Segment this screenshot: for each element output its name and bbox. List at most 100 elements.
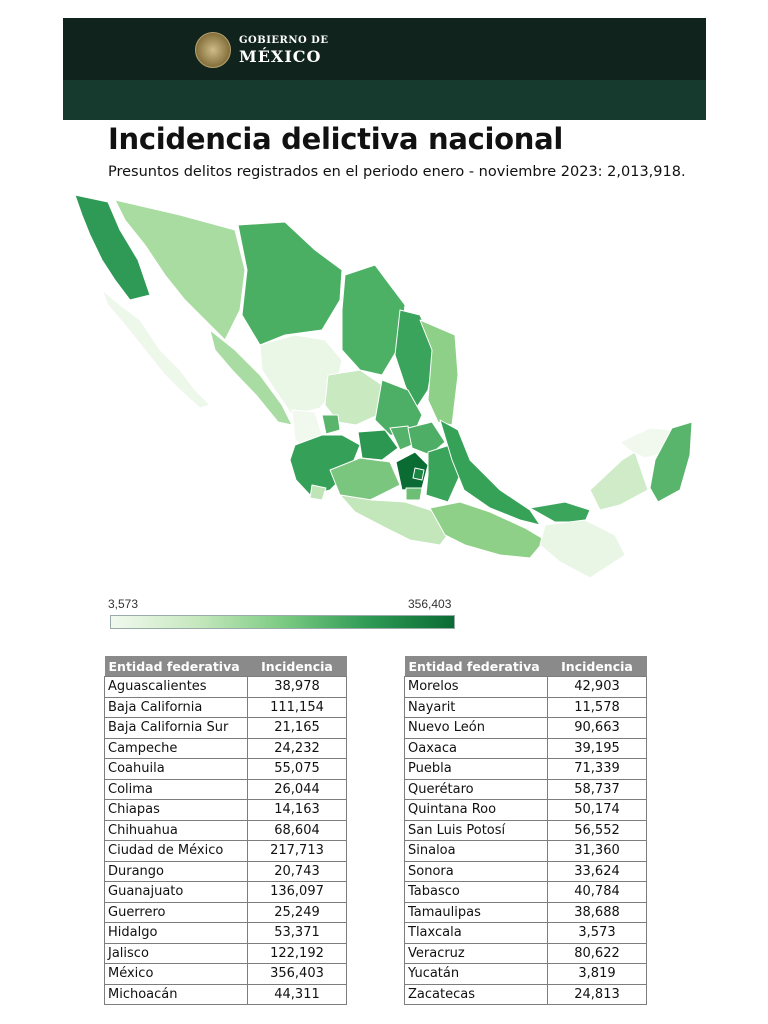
- incidence-value-cell: 136,097: [247, 881, 347, 903]
- table-row: Sonora 33,624: [404, 860, 647, 882]
- state-name-cell: Puebla: [404, 758, 548, 780]
- incidence-value-cell: 38,688: [547, 901, 647, 923]
- state-name-cell: Baja California: [104, 696, 248, 718]
- state-name-cell: Sinaloa: [404, 840, 548, 862]
- incidence-value-cell: 71,339: [547, 758, 647, 780]
- state-name-cell: Zacatecas: [404, 983, 548, 1005]
- legend-min-value: 3,573: [108, 597, 139, 611]
- incidence-value-cell: 3,819: [547, 963, 647, 985]
- incidence-value-cell: 24,813: [547, 983, 647, 1005]
- incidence-value-cell: 122,192: [247, 942, 347, 964]
- incidence-value-cell: 53,371: [247, 922, 347, 944]
- color-scale-bar: [110, 615, 455, 629]
- state-name-cell: Oaxaca: [404, 737, 548, 759]
- incidence-value-cell: 90,663: [547, 717, 647, 739]
- state-name-cell: Jalisco: [104, 942, 248, 964]
- state-name-cell: Querétaro: [404, 778, 548, 800]
- table-row: Colima 26,044: [104, 778, 347, 800]
- table-row: Tamaulipas 38,688: [404, 901, 647, 923]
- state-chiapas[interactable]: [539, 519, 626, 579]
- state-baja-california[interactable]: [74, 194, 151, 301]
- incidence-value-cell: 20,743: [247, 860, 347, 882]
- table-row: Quintana Roo 50,174: [404, 799, 647, 821]
- page-subtitle: Presuntos delitos registrados en el peri…: [108, 164, 686, 180]
- state-aguascalientes[interactable]: [321, 414, 341, 435]
- table-row: Puebla 71,339: [404, 758, 647, 780]
- incidence-value-cell: 21,165: [247, 717, 347, 739]
- incidence-value-cell: 31,360: [547, 840, 647, 862]
- state-name-cell: Coahuila: [104, 758, 248, 780]
- incidence-value-cell: 26,044: [247, 778, 347, 800]
- table-row: Michoacán 44,311: [104, 983, 347, 1005]
- state-name-cell: Tamaulipas: [404, 901, 548, 923]
- legend-max-value: 356,403: [408, 597, 452, 611]
- header-band: [63, 80, 706, 120]
- incidence-table-right: Entidad federativa Incidencia Morelos 42,…: [404, 656, 647, 1005]
- table-row: Chihuahua 68,604: [104, 819, 347, 841]
- state-name-cell: Guerrero: [104, 901, 248, 923]
- logo-line-1: GOBIERNO DE: [239, 34, 329, 46]
- state-veracruz[interactable]: [439, 419, 541, 526]
- incidence-value-cell: 217,713: [247, 840, 347, 862]
- state-name-cell: Michoacán: [104, 983, 248, 1005]
- column-header-incidence: Incidencia: [247, 656, 347, 677]
- column-header-incidence: Incidencia: [547, 656, 647, 677]
- column-header-state: Entidad federativa: [404, 656, 548, 677]
- state-name-cell: Nayarit: [404, 696, 548, 718]
- incidence-value-cell: 111,154: [247, 696, 347, 718]
- state-name-cell: Chiapas: [104, 799, 248, 821]
- incidence-value-cell: 44,311: [247, 983, 347, 1005]
- incidence-value-cell: 24,232: [247, 737, 347, 759]
- state-name-cell: Veracruz: [404, 942, 548, 964]
- state-oaxaca[interactable]: [429, 501, 546, 559]
- state-name-cell: Campeche: [104, 737, 248, 759]
- incidence-value-cell: 80,622: [547, 942, 647, 964]
- incidence-value-cell: 50,174: [547, 799, 647, 821]
- table-row: Chiapas 14,163: [104, 799, 347, 821]
- state-quintana-roo[interactable]: [649, 421, 693, 503]
- state-coahuila[interactable]: [341, 264, 406, 376]
- incidence-value-cell: 38,978: [247, 676, 347, 698]
- state-ciudad-de-mexico[interactable]: [412, 467, 425, 481]
- state-name-cell: Colima: [104, 778, 248, 800]
- table-row: Querétaro 58,737: [404, 778, 647, 800]
- national-seal-icon: [195, 32, 231, 68]
- state-sonora[interactable]: [114, 199, 246, 341]
- incidence-value-cell: 11,578: [547, 696, 647, 718]
- table-row: Tabasco 40,784: [404, 881, 647, 903]
- table-row: Hidalgo 53,371: [104, 922, 347, 944]
- state-name-cell: Yucatán: [404, 963, 548, 985]
- table-row: Campeche 24,232: [104, 737, 347, 759]
- state-guanajuato[interactable]: [357, 429, 399, 461]
- incidence-value-cell: 42,903: [547, 676, 647, 698]
- state-campeche[interactable]: [589, 451, 649, 511]
- state-zacatecas[interactable]: [324, 369, 383, 426]
- state-name-cell: Sonora: [404, 860, 548, 882]
- table-row: Sinaloa 31,360: [404, 840, 647, 862]
- state-tabasco[interactable]: [529, 501, 591, 523]
- table-row: Oaxaca 39,195: [404, 737, 647, 759]
- government-logo[interactable]: GOBIERNO DE MÉXICO: [195, 32, 328, 68]
- state-name-cell: Tabasco: [404, 881, 548, 903]
- table-row: Guerrero 25,249: [104, 901, 347, 923]
- table-row: Tlaxcala 3,573: [404, 922, 647, 944]
- table-row: Nayarit 11,578: [404, 696, 647, 718]
- state-morelos[interactable]: [405, 487, 423, 501]
- incidence-value-cell: 55,075: [247, 758, 347, 780]
- state-sinaloa[interactable]: [209, 329, 293, 426]
- incidence-value-cell: 39,195: [547, 737, 647, 759]
- table-row: Morelos 42,903: [404, 676, 647, 698]
- state-colima[interactable]: [309, 484, 327, 501]
- table-row: México 356,403: [104, 963, 347, 985]
- state-name-cell: Hidalgo: [104, 922, 248, 944]
- incidence-value-cell: 33,624: [547, 860, 647, 882]
- incidence-value-cell: 40,784: [547, 881, 647, 903]
- page-title: Incidencia delictiva nacional: [108, 122, 564, 156]
- state-name-cell: San Luis Potosí: [404, 819, 548, 841]
- table-row: Ciudad de México 217,713: [104, 840, 347, 862]
- state-baja-california-sur[interactable]: [101, 289, 211, 409]
- state-name-cell: Quintana Roo: [404, 799, 548, 821]
- table-row: Baja California 111,154: [104, 696, 347, 718]
- state-chihuahua[interactable]: [237, 221, 343, 346]
- state-mexico[interactable]: [395, 451, 429, 491]
